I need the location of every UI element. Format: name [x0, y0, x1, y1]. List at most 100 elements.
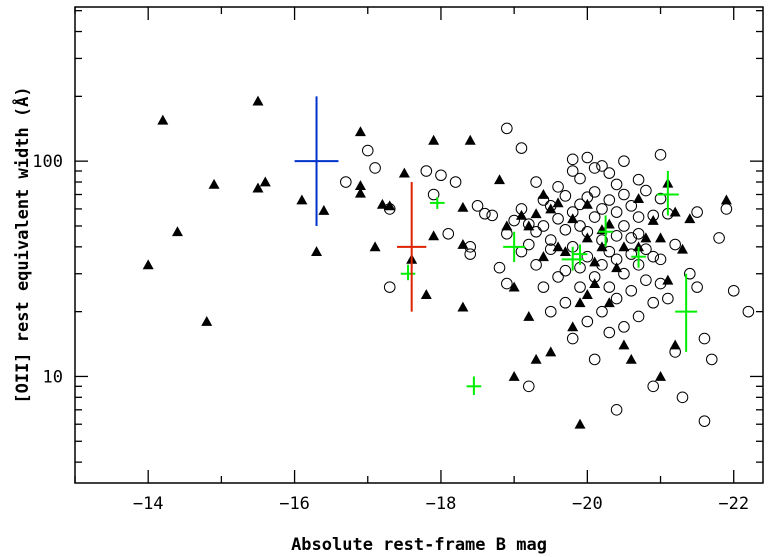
- circle-point: [340, 176, 352, 188]
- triangle-point: [501, 220, 513, 231]
- plot-marks: [142, 95, 755, 429]
- triangle-point: [457, 301, 469, 312]
- circle-point: [522, 218, 535, 230]
- triangle-point: [398, 167, 410, 178]
- triangle-point: [574, 418, 586, 429]
- triangle-point: [589, 278, 601, 288]
- circle-point: [522, 238, 535, 251]
- triangle-point: [669, 206, 681, 217]
- circle-point: [501, 277, 513, 290]
- triangle-point: [464, 134, 476, 145]
- triangle-point: [142, 259, 154, 270]
- circle-point: [566, 332, 579, 345]
- circle-point: [640, 184, 652, 197]
- triangle-point: [508, 370, 520, 381]
- plot-frame: [74, 6, 764, 484]
- x-axis-title: Absolute rest-frame B mag: [291, 535, 547, 555]
- triangle-point: [611, 262, 623, 273]
- triangle-point: [640, 232, 652, 243]
- circle-point: [647, 250, 660, 263]
- triangle-point: [618, 241, 630, 252]
- triangle-point: [633, 241, 645, 252]
- circle-point: [552, 181, 564, 193]
- triangle-point: [676, 243, 688, 254]
- circle-point: [647, 380, 660, 393]
- circle-point: [559, 190, 572, 202]
- x-axis: −14 −16 −18 −20 −22: [74, 7, 749, 514]
- triangle-point: [354, 126, 366, 137]
- circle-point: [420, 165, 433, 177]
- circle-point: [369, 162, 381, 174]
- circle-point: [625, 248, 638, 260]
- triangle-point: [537, 189, 549, 199]
- circle-point: [676, 391, 689, 404]
- circle-point: [435, 169, 447, 182]
- circle-point: [669, 346, 681, 358]
- circle-point: [654, 277, 667, 290]
- circle-point: [530, 259, 542, 271]
- triangle-point: [655, 232, 667, 243]
- triangle-point: [633, 193, 645, 204]
- triangle-point: [208, 178, 220, 189]
- triangle-point: [720, 194, 732, 205]
- triangle-point: [318, 204, 330, 215]
- circle-point: [552, 212, 564, 225]
- circle-point: [464, 248, 477, 260]
- circle-point: [544, 200, 557, 212]
- triangle-point: [530, 208, 542, 219]
- triangle-point: [559, 246, 571, 257]
- circle-point: [530, 225, 542, 238]
- circle-point: [537, 194, 550, 206]
- circle-point: [574, 172, 586, 185]
- circle-point: [691, 206, 703, 218]
- circle-point: [640, 274, 652, 286]
- y-tick-label: 10: [43, 367, 63, 387]
- circle-point: [618, 267, 630, 280]
- triangle-point: [508, 281, 520, 292]
- circle-point: [596, 305, 608, 318]
- triangle-point: [655, 370, 667, 381]
- triangle-point: [537, 251, 549, 262]
- circle-point: [603, 281, 616, 293]
- circle-point: [625, 200, 638, 212]
- circle-point: [537, 220, 550, 232]
- circle-point: [566, 206, 579, 218]
- triangle-point: [420, 289, 432, 299]
- circle-point: [566, 165, 579, 177]
- triangle-point: [552, 197, 564, 208]
- circle-point: [544, 305, 557, 318]
- circle-point: [610, 404, 623, 416]
- circle-point: [588, 353, 601, 366]
- circle-point: [501, 227, 513, 240]
- triangle-point: [603, 297, 615, 308]
- triangle-point: [457, 239, 469, 249]
- triangle-point: [625, 353, 637, 364]
- circle-point: [522, 380, 535, 393]
- triangle-point: [457, 201, 469, 212]
- circle-point: [493, 261, 506, 274]
- circle-point: [530, 176, 542, 188]
- circle-point: [501, 122, 513, 135]
- circle-point: [662, 292, 674, 305]
- triangle-point: [662, 274, 674, 285]
- circle-point: [574, 198, 586, 211]
- triangle-point: [494, 174, 506, 185]
- circle-point: [691, 281, 703, 293]
- triangle-point: [552, 241, 564, 252]
- circle-point: [727, 284, 740, 297]
- circle-point: [574, 220, 586, 232]
- circle-point: [427, 188, 440, 201]
- circle-point: [698, 415, 711, 427]
- circle-point: [581, 315, 594, 328]
- circle-point: [625, 284, 638, 297]
- circle-point: [544, 234, 557, 246]
- triangle-point: [252, 182, 264, 193]
- circle-point: [654, 253, 667, 266]
- circle-point: [581, 225, 594, 238]
- circle-point: [618, 321, 630, 333]
- circle-point: [647, 296, 660, 309]
- circle-point: [596, 234, 608, 246]
- circle-point: [618, 220, 630, 232]
- circle-point: [713, 232, 725, 244]
